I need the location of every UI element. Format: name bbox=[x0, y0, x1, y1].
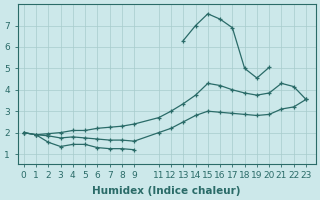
X-axis label: Humidex (Indice chaleur): Humidex (Indice chaleur) bbox=[92, 186, 241, 196]
